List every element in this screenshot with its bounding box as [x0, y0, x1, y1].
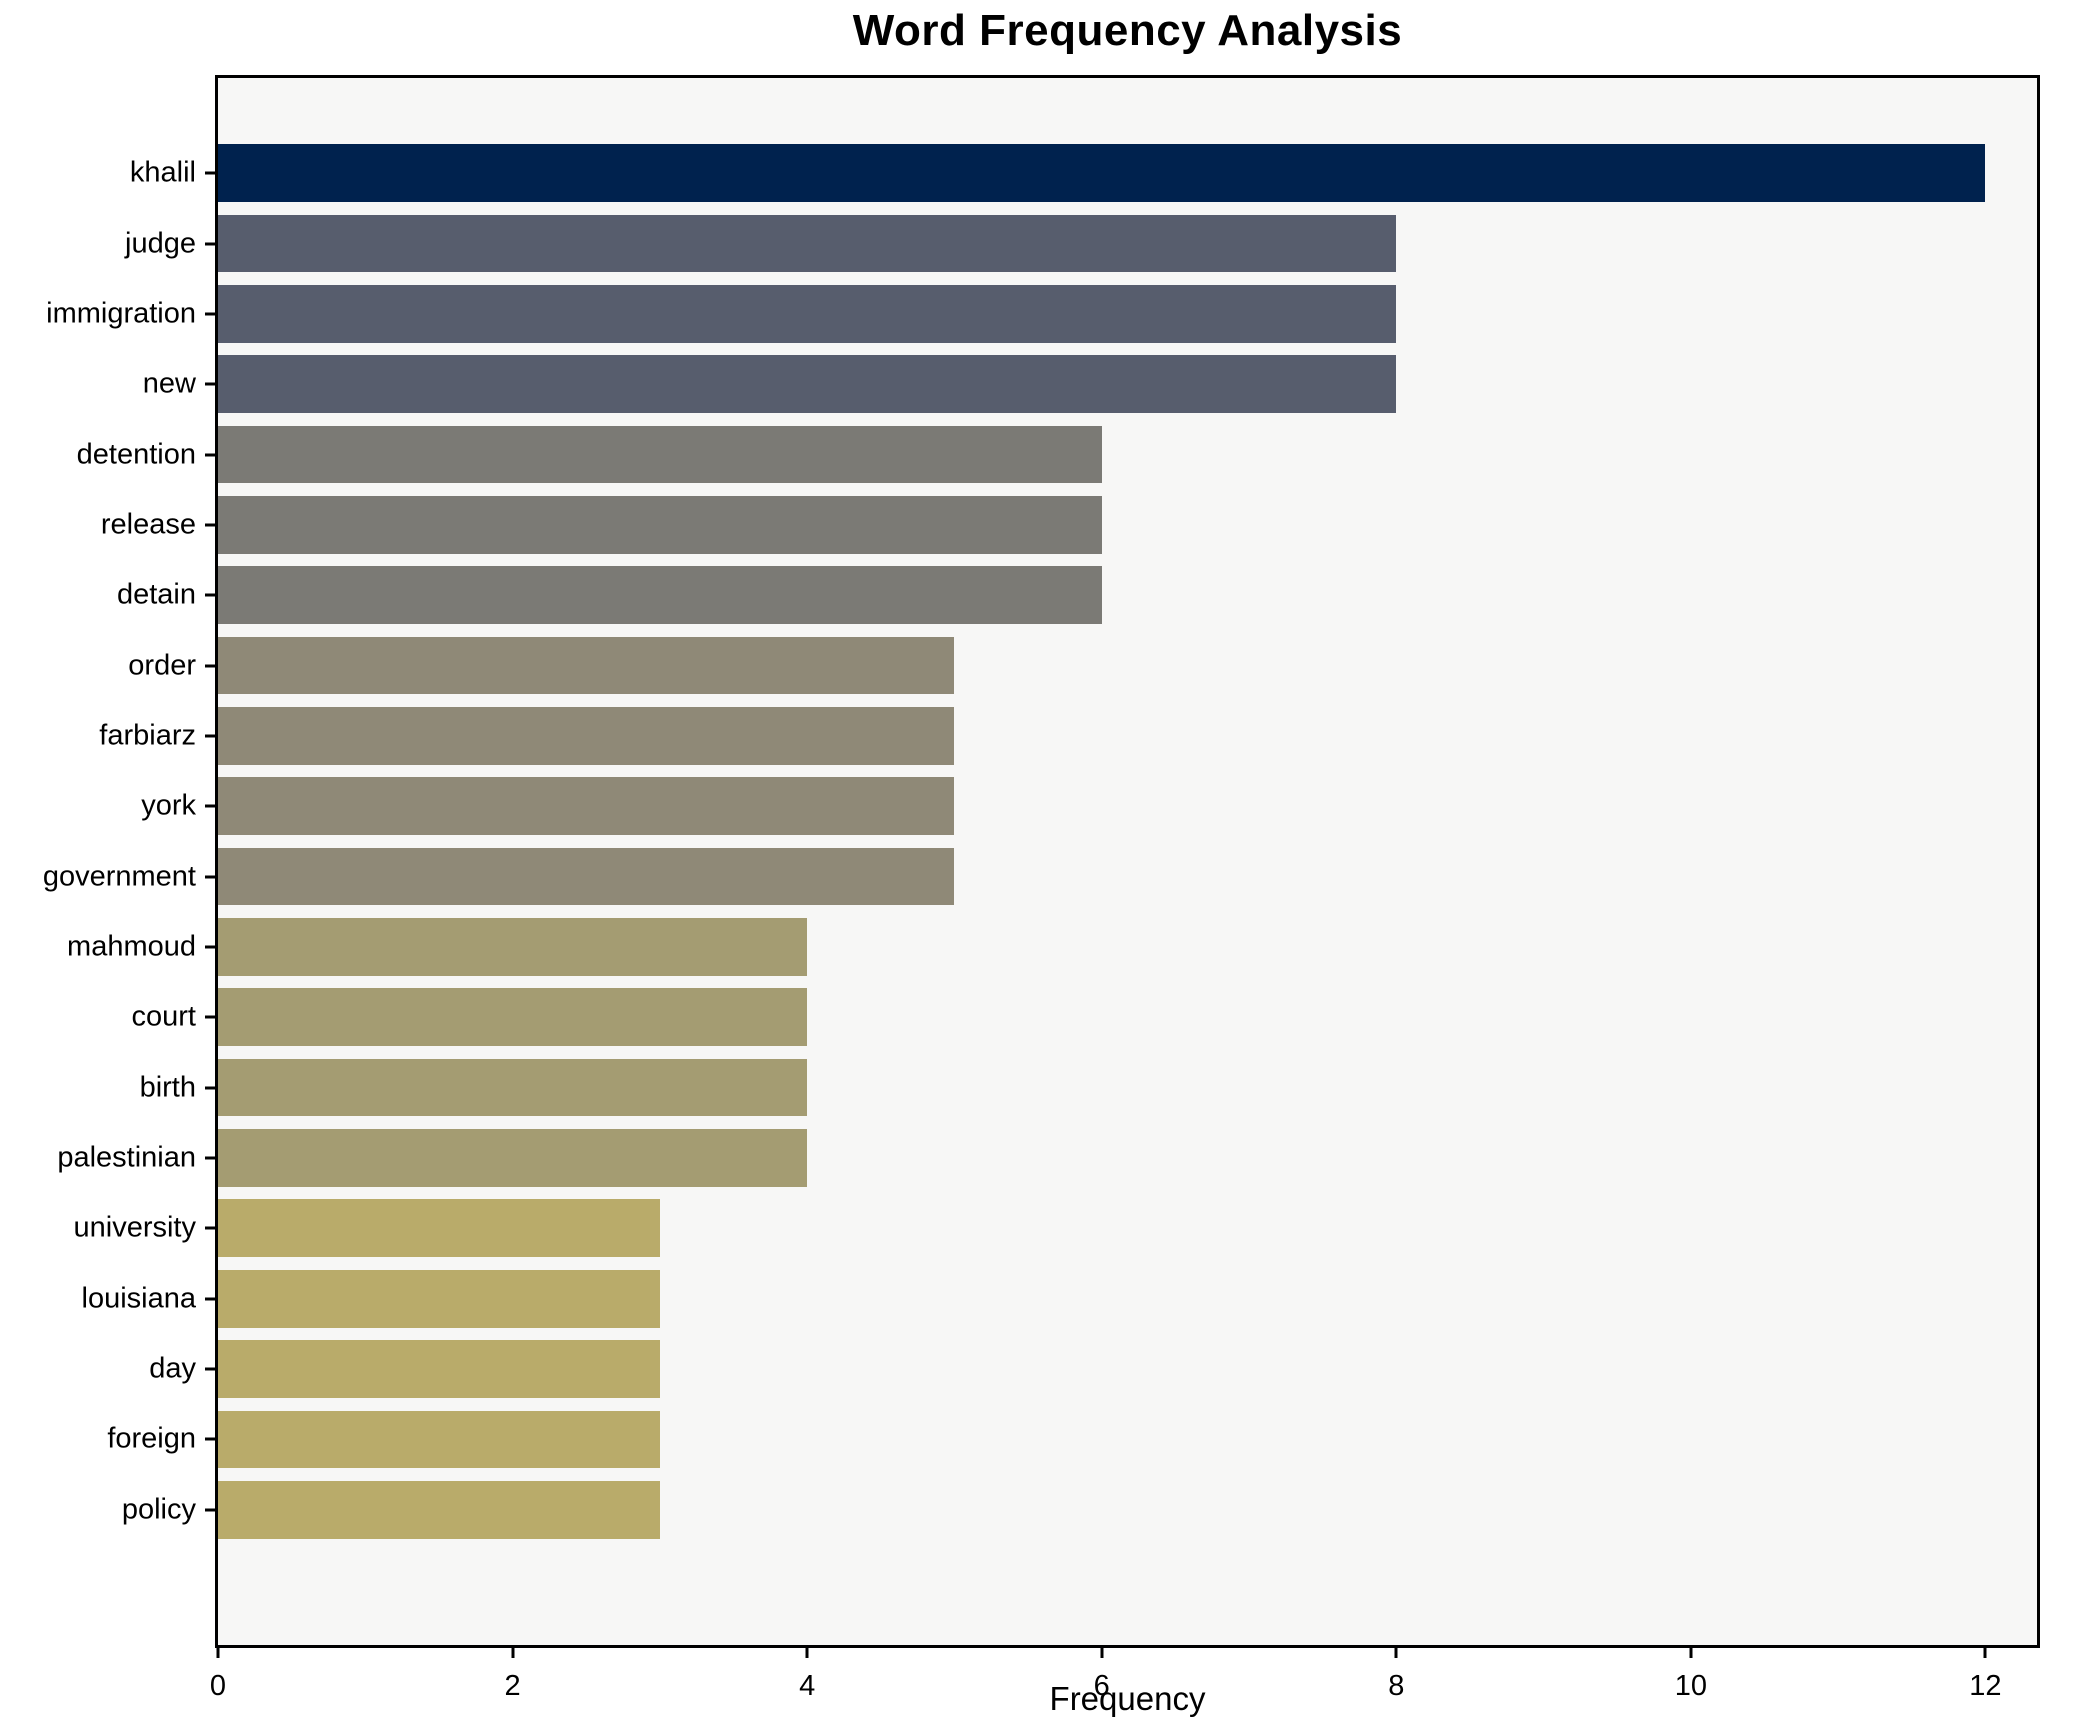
y-tick-label: detention [76, 438, 196, 471]
x-tick-mark [511, 1648, 515, 1658]
y-tick-mark [205, 1367, 215, 1371]
bar [218, 847, 955, 906]
y-tick-mark [205, 1437, 215, 1441]
y-tick-label: mahmoud [67, 930, 196, 963]
y-tick-label: day [149, 1352, 196, 1385]
bar [218, 707, 955, 765]
x-tick-mark [1100, 1648, 1104, 1658]
y-tick-mark [205, 1508, 215, 1512]
bar-row: farbiarz [99, 701, 2037, 771]
bar [218, 1269, 660, 1328]
y-tick-mark [205, 593, 215, 597]
x-tick-mark [1394, 1648, 1398, 1658]
bar [218, 355, 1397, 414]
y-tick-label: release [100, 508, 196, 541]
bar [218, 425, 1102, 484]
y-tick-mark [205, 664, 215, 668]
plot-area: khalil judge immigration new detention releas… [43, 75, 2040, 1702]
y-tick-label: birth [139, 1071, 196, 1104]
y-tick-mark [205, 523, 215, 527]
y-tick-mark [205, 312, 215, 316]
bar [218, 988, 808, 1047]
y-tick-mark [205, 734, 215, 738]
x-tick-label: 2 [504, 1670, 521, 1702]
y-tick-mark [205, 171, 215, 175]
bar-row: new [143, 349, 2037, 419]
bar-row: release [101, 490, 2037, 560]
bar [218, 636, 955, 695]
bar-row: detention [77, 419, 2037, 489]
y-tick-mark [205, 945, 215, 949]
bar-row: detain [117, 560, 2037, 630]
y-tick-label: immigration [46, 297, 196, 330]
y-tick-label: policy [121, 1493, 196, 1526]
x-tick-mark [805, 1648, 809, 1658]
x-axis-label: Frequency [1049, 1680, 1206, 1717]
bar [218, 214, 1397, 273]
y-tick-label: palestinian [57, 1141, 196, 1174]
bar [218, 496, 1102, 554]
y-tick-mark [205, 1226, 215, 1230]
x-tick-label: 0 [209, 1670, 227, 1702]
x-tick-mark [216, 1648, 220, 1658]
y-tick-label: court [131, 1000, 196, 1033]
y-tick-mark [205, 453, 215, 457]
bar [218, 777, 955, 836]
bar [218, 566, 1102, 625]
y-tick-mark [205, 382, 215, 386]
y-tick-label: university [73, 1211, 197, 1244]
y-tick-label: new [142, 367, 196, 400]
bar [218, 1410, 660, 1469]
bar-row: birth [140, 1052, 2037, 1122]
x-tick-label: 8 [1388, 1670, 1405, 1702]
bar-row: foreign [107, 1404, 2037, 1474]
x-tick-label: 10 [1674, 1670, 1707, 1702]
bar-row: policy [122, 1475, 2037, 1545]
bar [218, 1480, 660, 1539]
y-tick-label: government [42, 860, 196, 893]
bar-row: immigration [46, 279, 2037, 349]
y-tick-mark [205, 1297, 215, 1301]
y-tick-mark [205, 1015, 215, 1019]
y-tick-mark [205, 804, 215, 808]
bar-row: university [74, 1193, 2037, 1263]
bar-row: government [43, 841, 2037, 911]
y-tick-label: louisiana [81, 1282, 196, 1315]
bar-row: day [149, 1334, 2037, 1404]
bar [218, 1340, 660, 1398]
bar-row: mahmoud [67, 912, 2037, 982]
y-tick-label: order [128, 649, 196, 682]
y-tick-label: foreign [107, 1422, 196, 1455]
y-tick-label: judge [125, 227, 196, 260]
bar-row: york [141, 771, 2037, 841]
bar-row: louisiana [82, 1264, 2037, 1334]
y-tick-mark [205, 242, 215, 246]
bar [218, 144, 1986, 202]
bar-row: order [128, 630, 2037, 700]
x-tick-mark [1689, 1648, 1693, 1658]
y-tick-label: detain [116, 578, 196, 611]
x-tick-label: 12 [1969, 1670, 2002, 1702]
y-tick-label: york [141, 789, 196, 822]
chart-title: Word Frequency Analysis [852, 6, 1403, 55]
bar-row: khalil [130, 138, 2037, 208]
y-tick-mark [205, 875, 215, 879]
bar-row: court [132, 982, 2037, 1052]
y-tick-label: khalil [129, 156, 196, 189]
bar [218, 1129, 808, 1187]
y-tick-mark [205, 1156, 215, 1160]
bar-row: palestinian [57, 1123, 2037, 1193]
bar [218, 918, 808, 976]
bars-container: khalil judge immigration new detention releas… [43, 138, 2037, 1545]
x-tick-label: 6 [1093, 1670, 1110, 1702]
y-tick-label: farbiarz [99, 719, 196, 752]
x-tick-mark [1983, 1648, 1987, 1658]
x-tick-label: 4 [799, 1670, 816, 1702]
bar [218, 1058, 808, 1117]
bar-row: judge [125, 208, 2037, 278]
bar [218, 1199, 660, 1258]
bar [218, 285, 1397, 343]
y-tick-mark [205, 1086, 215, 1090]
